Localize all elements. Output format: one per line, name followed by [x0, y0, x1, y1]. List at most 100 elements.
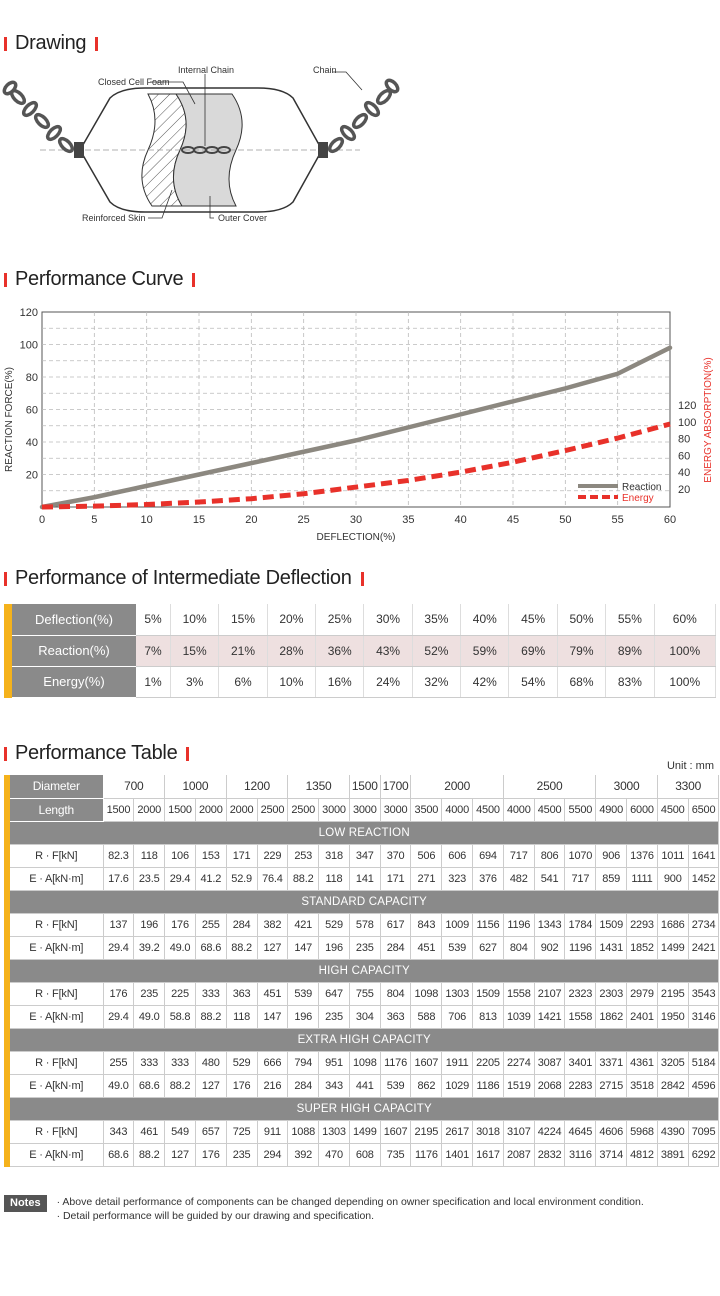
rf-cell: 5184: [688, 1051, 720, 1075]
ea-cell: 2832: [534, 1143, 566, 1167]
ea-cell: 176: [195, 1143, 227, 1167]
rf-cell: 794: [287, 1051, 320, 1075]
diameter-cell: 1000: [164, 775, 227, 799]
ea-cell: 392: [287, 1143, 320, 1167]
rf-cell: 1509: [595, 913, 628, 937]
ea-cell: 470: [318, 1143, 350, 1167]
category-row: LOW REACTION: [4, 821, 720, 845]
ea-label: E · A[kN·m]: [4, 867, 104, 891]
ea-cell: 1111: [626, 867, 658, 891]
rf-cell: 461: [133, 1120, 166, 1144]
length-cell: 5500: [564, 798, 597, 822]
length-cell: 3000: [318, 798, 350, 822]
rf-cell: 4361: [626, 1051, 658, 1075]
intermediate-row: Reaction(%) 7% 15% 21% 28% 36% 43% 52% 59% 69% 79%…: [4, 635, 717, 667]
ea-cell: 49.0: [103, 1074, 135, 1098]
intermediate-cell: 100%: [654, 635, 717, 667]
ea-cell: 88.2: [226, 936, 258, 960]
rf-cell: 1098: [410, 982, 443, 1006]
ea-cell: 235: [349, 936, 381, 960]
ea-row: E · A[kN·m] 49.0 68.6 88.2 127 176 216 284 343 44…: [4, 1074, 720, 1098]
ea-cell: 1617: [472, 1143, 504, 1167]
ea-cell: 127: [195, 1074, 227, 1098]
rf-cell: 694: [472, 844, 504, 868]
intermediate-cell: 79%: [557, 635, 607, 667]
intermediate-cell: 40%: [460, 604, 510, 636]
diameter-cell: 3000: [595, 775, 658, 799]
intermediate-cell: 50%: [557, 604, 607, 636]
rf-cell: 1509: [472, 982, 504, 1006]
ea-cell: 294: [257, 1143, 289, 1167]
ea-cell: 717: [564, 867, 597, 891]
category-row: HIGH CAPACITY: [4, 959, 720, 983]
ea-cell: 1499: [657, 936, 689, 960]
rf-cell: 755: [349, 982, 381, 1006]
ea-cell: 588: [410, 1005, 443, 1029]
length-cell: 4500: [472, 798, 504, 822]
ea-cell: 2068: [534, 1074, 566, 1098]
rf-cell: 2195: [657, 982, 689, 1006]
ea-cell: 735: [380, 1143, 412, 1167]
ea-cell: 813: [472, 1005, 504, 1029]
y2-tick-label: 80: [678, 434, 690, 446]
rf-cell: 363: [226, 982, 258, 1006]
rf-cell: 284: [226, 913, 258, 937]
ea-cell: 6292: [688, 1143, 720, 1167]
rf-cell: 2303: [595, 982, 628, 1006]
length-cell: 3000: [349, 798, 381, 822]
rf-cell: 1303: [441, 982, 474, 1006]
ea-cell: 271: [410, 867, 443, 891]
ea-cell: 1196: [564, 936, 597, 960]
rf-cell: 229: [257, 844, 289, 868]
ea-cell: 363: [380, 1005, 412, 1029]
intermediate-cell: 24%: [363, 666, 413, 698]
diameter-row: Diameter 700 1000 1200 1350 1500 1700 2000 2500 3…: [4, 775, 720, 799]
intermediate-row-label: Reaction(%): [4, 635, 136, 667]
length-cell: 6000: [626, 798, 658, 822]
ea-cell: 29.4: [103, 1005, 135, 1029]
intermediate-cell: 10%: [170, 604, 220, 636]
category-name: HIGH CAPACITY: [4, 959, 720, 983]
label-outer-cover: Outer Cover: [218, 213, 267, 223]
intermediate-cell: 7%: [136, 635, 171, 667]
ea-cell: 627: [472, 936, 504, 960]
ea-cell: 706: [441, 1005, 474, 1029]
performance-table: Diameter 700 1000 1200 1350 1500 1700 2000 2500 3…: [4, 775, 720, 1167]
rf-cell: 1011: [657, 844, 689, 868]
length-cell: 2000: [133, 798, 166, 822]
unit-label: Unit : mm: [666, 760, 714, 772]
intermediate-cell: 43%: [363, 635, 413, 667]
ea-cell: 88.2: [195, 1005, 227, 1029]
y-tick-label: 40: [26, 437, 38, 449]
rf-cell: 725: [226, 1120, 258, 1144]
intermediate-cell: 6%: [218, 666, 268, 698]
intermediate-cell: 20%: [267, 604, 317, 636]
length-cell: 4000: [503, 798, 535, 822]
x-tick-label: 15: [193, 514, 205, 526]
rf-cell: 3371: [595, 1051, 628, 1075]
ea-cell: 2421: [688, 936, 720, 960]
ea-label: E · A[kN·m]: [4, 1074, 104, 1098]
rf-cell: 2107: [534, 982, 566, 1006]
rf-cell: 717: [503, 844, 535, 868]
rf-cell: 1176: [380, 1051, 412, 1075]
rf-cell: 318: [318, 844, 350, 868]
length-cell: 2500: [287, 798, 320, 822]
ea-cell: 88.2: [133, 1143, 166, 1167]
intermediate-table: Deflection(%) 5% 10% 15% 20% 25% 30% 35% 40% 45% 5…: [4, 604, 717, 698]
rf-cell: 4390: [657, 1120, 689, 1144]
note-line-1: · Above detail performance of components…: [56, 1196, 644, 1208]
diameter-header: Diameter: [4, 775, 104, 799]
length-cell: 4500: [657, 798, 689, 822]
intermediate-row: Deflection(%) 5% 10% 15% 20% 25% 30% 35% 40% 45% 5…: [4, 604, 717, 636]
diameter-cell: 2500: [503, 775, 597, 799]
rf-cell: 333: [164, 1051, 196, 1075]
rf-cell: 421: [287, 913, 320, 937]
rf-cell: 1499: [349, 1120, 381, 1144]
label-reinforced-skin: Reinforced Skin: [82, 213, 146, 223]
ea-cell: 68.6: [195, 936, 227, 960]
legend-energy-label: Energy: [622, 493, 654, 504]
rf-cell: 451: [257, 982, 289, 1006]
rf-cell: 176: [164, 913, 196, 937]
intermediate-cell: 60%: [654, 604, 717, 636]
